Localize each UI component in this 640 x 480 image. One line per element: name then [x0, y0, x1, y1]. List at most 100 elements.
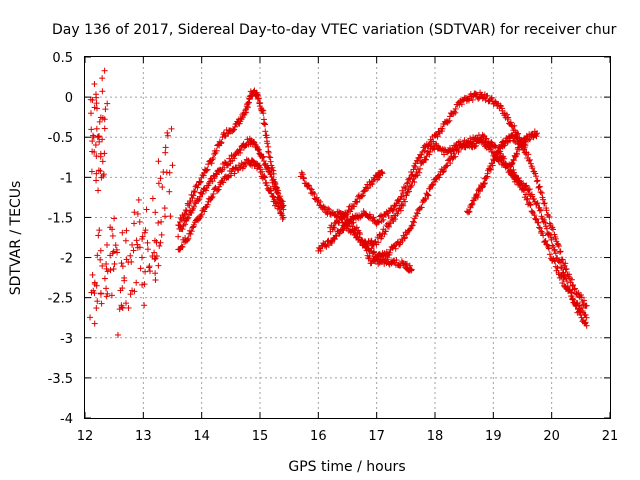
data-point — [93, 170, 100, 177]
y-tick-label: -1.5 — [48, 211, 73, 226]
data-point — [99, 88, 106, 95]
data-point — [375, 239, 382, 246]
data-point — [535, 219, 542, 226]
data-point — [129, 241, 136, 248]
data-point — [332, 232, 339, 239]
data-point — [269, 193, 276, 200]
data-point — [509, 159, 516, 166]
data-point — [578, 304, 585, 311]
data-point — [542, 237, 549, 244]
data-point — [101, 275, 108, 282]
data-point — [184, 215, 191, 222]
data-point — [469, 96, 476, 103]
data-point — [96, 227, 103, 234]
data-point — [264, 140, 271, 147]
data-point — [204, 201, 211, 208]
data-point — [494, 154, 501, 161]
data-point — [385, 212, 392, 219]
data-point — [401, 234, 408, 241]
data-point — [158, 231, 165, 238]
data-point — [534, 177, 541, 184]
data-point — [525, 186, 532, 193]
data-point — [571, 285, 578, 292]
data-point — [403, 261, 410, 268]
data-point — [583, 302, 590, 309]
data-point — [203, 167, 210, 174]
plot-frame — [84, 56, 611, 419]
x-tick-label: 13 — [135, 429, 152, 444]
data-point — [210, 154, 217, 161]
data-point — [408, 266, 415, 273]
data-point — [272, 181, 279, 188]
data-point — [100, 171, 107, 178]
data-point — [190, 221, 197, 228]
data-point — [119, 285, 126, 292]
data-point — [526, 190, 533, 197]
data-point — [153, 253, 160, 260]
data-point — [227, 172, 234, 179]
data-point — [145, 264, 152, 271]
data-point — [556, 249, 563, 256]
data-point — [568, 293, 575, 300]
data-point — [215, 186, 222, 193]
data-point — [137, 265, 144, 272]
data-point — [345, 223, 352, 230]
data-point — [259, 168, 266, 175]
data-point — [262, 174, 269, 181]
data-point — [93, 282, 100, 289]
data-point — [499, 107, 506, 114]
data-point — [99, 136, 106, 143]
data-point — [416, 165, 423, 172]
data-point — [251, 139, 258, 146]
data-point — [392, 216, 399, 223]
data-point — [152, 270, 159, 277]
data-point — [473, 91, 480, 98]
data-point — [533, 201, 540, 208]
data-point — [131, 209, 138, 216]
data-point — [134, 210, 141, 217]
data-point — [136, 218, 143, 225]
data-point — [578, 294, 585, 301]
data-point — [452, 105, 459, 112]
data-point — [392, 245, 399, 252]
data-point — [467, 135, 474, 142]
data-point — [131, 220, 138, 227]
data-point — [202, 187, 209, 194]
data-point — [196, 196, 203, 203]
data-point — [407, 184, 414, 191]
data-point — [102, 106, 109, 113]
data-point — [88, 110, 95, 117]
data-point — [549, 242, 556, 249]
data-point — [507, 119, 514, 126]
data-point — [119, 304, 126, 311]
data-point — [249, 157, 256, 164]
data-point — [162, 213, 169, 220]
data-point — [432, 178, 439, 185]
data-point — [205, 161, 212, 168]
data-point — [187, 198, 194, 205]
data-point — [92, 142, 99, 149]
data-point — [118, 260, 125, 267]
x-tick-label: 14 — [193, 429, 210, 444]
data-point — [144, 239, 151, 246]
data-point — [320, 203, 327, 210]
data-point — [365, 185, 372, 192]
data-point — [93, 305, 100, 312]
data-point — [558, 265, 565, 272]
data-point — [540, 232, 547, 239]
data-point — [580, 297, 587, 304]
data-point — [481, 139, 488, 146]
data-point — [166, 188, 173, 195]
data-point — [110, 265, 117, 272]
data-point — [381, 253, 388, 260]
data-point — [505, 114, 512, 121]
data-point — [436, 174, 443, 181]
axis-ticks: 12 13 14 15 16 17 18 19 20 21 0.5 0 -0.5 -1 -1.5 -2 -2.5… — [48, 51, 619, 444]
data-point — [161, 205, 168, 212]
data-point — [532, 216, 539, 223]
data-point — [536, 207, 543, 214]
x-tick-label: 20 — [543, 429, 560, 444]
data-point — [510, 166, 517, 173]
data-point — [546, 213, 553, 220]
data-point — [182, 207, 189, 214]
